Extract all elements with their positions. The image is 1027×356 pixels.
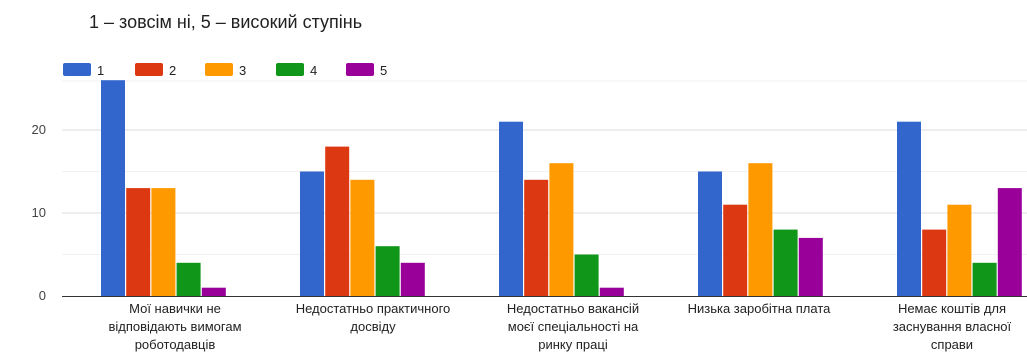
bar-3-cat-1 bbox=[151, 188, 176, 296]
bar-1-cat-5 bbox=[897, 121, 921, 296]
legend-item-3: 3 bbox=[205, 63, 246, 78]
bar-2-cat-1 bbox=[126, 188, 151, 296]
bars bbox=[101, 80, 1022, 296]
bar-2-cat-3 bbox=[524, 179, 549, 296]
bar-2-cat-2 bbox=[325, 146, 350, 296]
x-category-label: Низька заробітна плата bbox=[688, 301, 832, 316]
bar-5-cat-1 bbox=[201, 287, 226, 296]
chart-title: 1 – зовсім ні, 5 – високий ступінь bbox=[89, 12, 363, 32]
bar-3-cat-3 bbox=[549, 163, 574, 296]
legend-label: 5 bbox=[380, 63, 387, 78]
y-axis-ticks: 0 10 20 bbox=[32, 122, 46, 303]
bar-4-cat-1 bbox=[176, 262, 201, 296]
bar-1-cat-1 bbox=[101, 80, 125, 296]
legend-item-1: 1 bbox=[63, 63, 104, 78]
bar-5-cat-5 bbox=[997, 188, 1022, 296]
bar-3-cat-4 bbox=[748, 163, 773, 296]
legend-label: 3 bbox=[239, 63, 246, 78]
x-category-label: моєї спеціальності на bbox=[508, 319, 639, 334]
legend-label: 2 bbox=[169, 63, 176, 78]
bar-4-cat-5 bbox=[972, 262, 997, 296]
legend-item-4: 4 bbox=[276, 63, 317, 78]
legend-swatch bbox=[63, 63, 91, 76]
bar-5-cat-2 bbox=[400, 262, 425, 296]
legend-swatch bbox=[346, 63, 374, 76]
bar-1-cat-3 bbox=[499, 121, 523, 296]
legend-label: 4 bbox=[310, 63, 317, 78]
bar-4-cat-4 bbox=[773, 229, 798, 296]
y-tick-label: 0 bbox=[39, 288, 46, 303]
bar-3-cat-5 bbox=[947, 204, 972, 296]
legend-item-5: 5 bbox=[346, 63, 387, 78]
x-category-label: Недостатньо практичного bbox=[296, 301, 451, 316]
x-category-label: Мої навички не bbox=[129, 301, 221, 316]
legend-label: 1 bbox=[97, 63, 104, 78]
bar-4-cat-3 bbox=[574, 254, 599, 296]
bar-5-cat-3 bbox=[599, 287, 624, 296]
bar-1-cat-4 bbox=[698, 171, 722, 296]
bar-2-cat-4 bbox=[723, 204, 748, 296]
legend: 1 2 3 4 5 bbox=[63, 63, 387, 78]
y-tick-label: 20 bbox=[32, 122, 46, 137]
x-category-label: досвіду bbox=[350, 319, 396, 334]
bar-1-cat-2 bbox=[300, 171, 324, 296]
bar-2-cat-5 bbox=[922, 229, 947, 296]
x-category-label: роботодавців bbox=[135, 337, 216, 352]
x-category-label: ринку праці bbox=[538, 337, 608, 352]
legend-item-2: 2 bbox=[135, 63, 176, 78]
legend-swatch bbox=[205, 63, 233, 76]
x-category-label: заснування власної bbox=[893, 319, 1012, 334]
x-category-label: відповідають вимогам bbox=[108, 319, 241, 334]
bar-4-cat-2 bbox=[375, 246, 400, 296]
x-category-label: справи bbox=[931, 337, 973, 352]
y-tick-label: 10 bbox=[32, 205, 46, 220]
bar-5-cat-4 bbox=[798, 237, 823, 296]
legend-swatch bbox=[135, 63, 163, 76]
bar-3-cat-2 bbox=[350, 179, 375, 296]
legend-swatch bbox=[276, 63, 304, 76]
x-axis-categories: Мої навички не відповідають вимогам робото… bbox=[108, 301, 1011, 352]
x-category-label: Немає коштів для bbox=[898, 301, 1006, 316]
x-category-label: Недостатньо вакансій bbox=[507, 301, 639, 316]
